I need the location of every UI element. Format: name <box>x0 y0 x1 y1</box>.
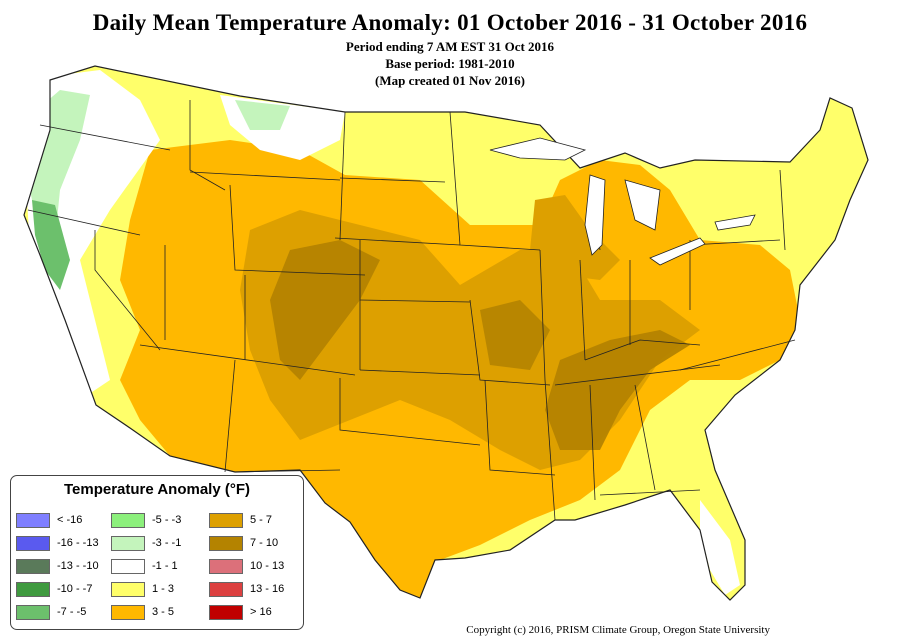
legend-label: 1 - 3 <box>152 583 175 595</box>
legend-item: -13 - -10 <box>16 558 99 574</box>
lake-ontario <box>714 214 756 231</box>
border-wy-co <box>229 184 366 276</box>
border-mn-wi <box>449 111 541 251</box>
legend-label: > 16 <box>250 606 272 618</box>
legend-label: -16 - -13 <box>57 537 99 549</box>
lake-erie <box>649 237 706 266</box>
border-mo <box>469 299 551 386</box>
lake-superior <box>489 137 587 161</box>
legend: Temperature Anomaly (°F) < -16 -16 - -13… <box>10 475 304 630</box>
anomaly-7-10-zone-south <box>545 330 690 450</box>
legend-label: -3 - -1 <box>152 537 182 549</box>
legend-item: -7 - -5 <box>16 604 86 620</box>
legend-swatch <box>16 558 50 574</box>
legend-item: 7 - 10 <box>209 535 278 551</box>
border-ar-la <box>484 379 556 476</box>
border-il-in <box>579 259 586 361</box>
border-id-mt <box>189 100 226 191</box>
border-ne-ks <box>359 299 471 303</box>
legend-title: Temperature Anomaly (°F) <box>63 481 251 498</box>
legend-swatch <box>209 558 243 574</box>
legend-item: 1 - 3 <box>111 581 174 597</box>
border-ky <box>584 339 701 361</box>
legend-swatch <box>111 512 145 528</box>
border-ks-ok <box>359 369 481 376</box>
border-wa-or <box>39 124 171 151</box>
lake-huron <box>624 179 661 231</box>
legend-swatch <box>209 535 243 551</box>
anomaly-cooler-coast <box>32 200 70 290</box>
legend-item: 5 - 7 <box>209 512 272 528</box>
legend-swatch <box>111 604 145 620</box>
legend-item: -1 - 1 <box>111 558 178 574</box>
border-or-ca <box>27 209 141 236</box>
border-ca-nv <box>94 230 161 351</box>
anomaly-5-7-zone-east <box>530 195 620 280</box>
legend-item: -3 - -1 <box>111 535 181 551</box>
border-ga-fl <box>599 489 701 496</box>
border-sd-ne <box>334 237 461 246</box>
border-mt-wy <box>189 171 341 181</box>
lake-michigan <box>584 174 606 256</box>
legend-swatch <box>16 581 50 597</box>
legend-swatch <box>111 558 145 574</box>
legend-label: 10 - 13 <box>250 560 285 572</box>
state-borders <box>23 65 869 601</box>
border-nd-sd <box>339 177 446 183</box>
base-period-subtitle: Base period: 1981-2010 <box>385 56 515 71</box>
legend-label: -1 - 1 <box>152 560 178 572</box>
border-ms-al <box>589 384 596 501</box>
legend-swatch <box>111 535 145 551</box>
legend-item: -10 - -7 <box>16 581 92 597</box>
border-ms-river <box>539 249 556 521</box>
anomaly-cool-north <box>235 100 290 130</box>
legend-swatch <box>209 604 243 620</box>
legend-item: 10 - 13 <box>209 558 284 574</box>
created-date-subtitle: (Map created 01 Nov 2016) <box>375 73 525 88</box>
legend-swatch <box>16 535 50 551</box>
border-ca-az <box>139 344 356 376</box>
great-lakes <box>489 137 756 266</box>
anomaly-7-10-zone-mid <box>480 300 550 370</box>
legend-item: -16 - -13 <box>16 535 99 551</box>
legend-item: -5 - -3 <box>111 512 181 528</box>
period-subtitle: Period ending 7 AM EST 31 Oct 2016 <box>345 39 555 54</box>
legend-item: > 16 <box>209 604 272 620</box>
legend-item: 13 - 16 <box>209 581 284 597</box>
map-title: Daily Mean Temperature Anomaly: 01 Octob… <box>92 10 808 35</box>
border-va-nc <box>679 339 796 371</box>
legend-label: 7 - 10 <box>250 537 279 549</box>
anomaly-7-10-zone <box>270 240 380 380</box>
border-nm-tx <box>234 469 341 473</box>
legend-label: -10 - -7 <box>57 583 93 595</box>
anomaly-neutral-florida <box>700 500 740 595</box>
copyright-notice: Copyright (c) 2016, PRISM Climate Group,… <box>466 624 770 636</box>
border-az-nm <box>224 359 236 473</box>
border-ny-new-england <box>779 169 786 251</box>
legend-label: -7 - -5 <box>57 606 87 618</box>
legend-swatch <box>209 512 243 528</box>
legend-label: -5 - -3 <box>152 514 182 526</box>
border-tn <box>554 364 721 386</box>
border-dakotas <box>339 111 346 241</box>
border-ok-tx <box>339 378 481 446</box>
legend-item: 3 - 5 <box>111 604 174 620</box>
legend-label: 5 - 7 <box>250 514 273 526</box>
legend-swatch <box>16 512 50 528</box>
legend-swatch <box>16 604 50 620</box>
legend-swatch <box>209 581 243 597</box>
legend-swatch <box>111 581 145 597</box>
legend-item: < -16 <box>16 512 82 528</box>
legend-label: 3 - 5 <box>152 606 175 618</box>
legend-label: 13 - 16 <box>250 583 285 595</box>
legend-label: < -16 <box>57 514 83 526</box>
legend-label: -13 - -10 <box>57 560 99 572</box>
border-al-ga <box>634 384 656 491</box>
